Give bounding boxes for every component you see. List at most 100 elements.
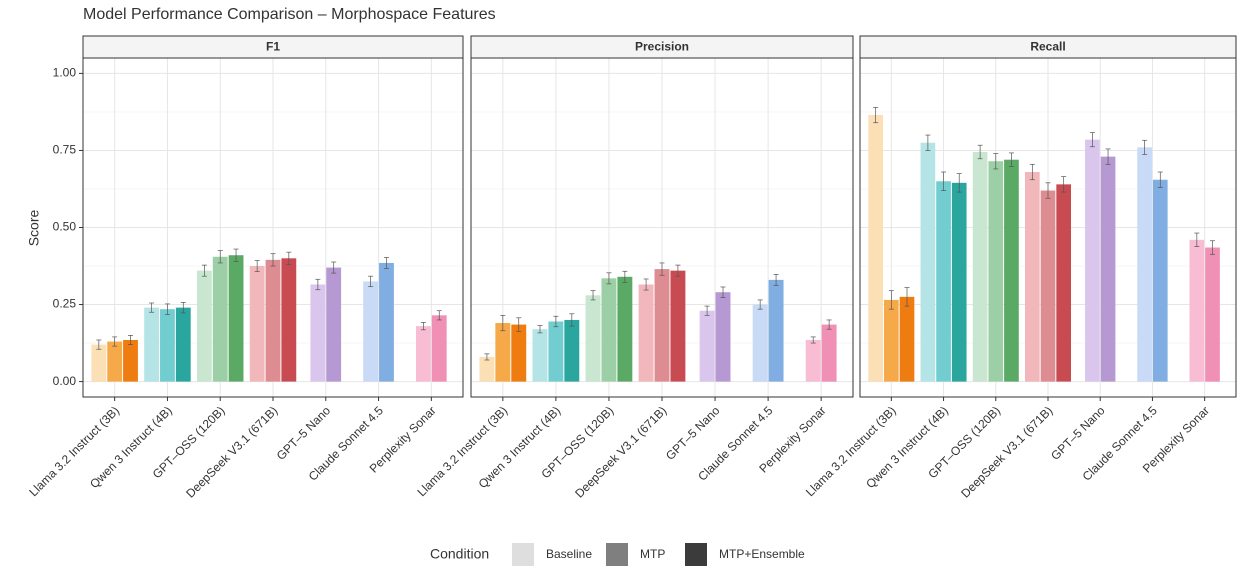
bar [884,299,899,382]
error-bar [112,336,118,347]
error-bar [1061,176,1067,193]
bar [532,329,548,382]
bar [379,262,394,382]
y-tick-label: 1.00 [53,66,77,80]
bar [212,256,228,382]
error-bar [149,302,155,313]
chart-title: Model Performance Comparison – Morphospa… [83,6,496,23]
error-bar [977,144,983,160]
y-axis-label: Score [26,210,42,247]
legend-label: MTP [640,547,665,561]
error-bar [757,299,763,310]
bar [363,281,379,382]
bar [160,309,175,382]
strip [82,35,464,59]
error-bar [773,273,779,286]
error-bar [436,310,442,321]
error-bar [941,171,947,191]
error-bar [537,325,543,334]
error-bar [516,317,522,332]
x-tick-label: DeepSeek V3.1 (671B) [183,403,280,500]
error-bar [180,302,186,314]
error-bar [888,290,894,310]
error-bar [1045,182,1051,199]
error-bar [622,270,628,283]
bar [196,270,212,382]
bar [548,321,564,382]
error-bar [315,278,321,291]
error-bar [993,153,999,170]
x-tick-label: Llama 3.2 Instruct (3B) [26,403,122,499]
bar [144,307,160,382]
x-tick-label: DeepSeek V3.1 (671B) [572,403,669,500]
x-tick-label: DeepSeek V3.1 (671B) [958,403,1055,500]
bar [899,296,915,382]
bar [699,310,715,382]
bar [431,315,447,382]
error-bar [233,248,239,262]
bar [972,151,988,382]
bar [249,266,265,382]
error-bar [484,353,490,361]
bar [585,295,601,382]
bar [281,258,297,382]
legend-label: MTP+Ensemble [719,547,805,561]
bar [988,161,1004,382]
error-bar [368,275,374,288]
error-bar [1029,163,1035,181]
strip-label: Precision [635,40,689,54]
bar [601,278,617,382]
bar [326,267,342,382]
bar [617,276,633,382]
error-bar [96,339,102,350]
bar [479,356,495,382]
error-bar [606,272,612,285]
error-bar [643,278,649,291]
error-bar [270,253,276,267]
error-bar [956,173,962,193]
bar [1137,147,1152,382]
error-bar [1008,152,1014,167]
bar [654,269,670,382]
bar [821,324,837,382]
error-bar [128,335,133,345]
error-bar [217,250,223,264]
bar [123,339,138,382]
error-bar [569,313,575,327]
y-tick-label: 0.50 [53,220,77,234]
bar [564,319,580,382]
bar [1085,139,1100,382]
bar [670,270,686,382]
bar [107,341,123,382]
bar [416,326,431,382]
bar [265,259,281,382]
x-tick-label: GPT–5 Nano [663,403,723,463]
y-tick-label: 0.00 [53,374,77,388]
error-bar [1142,139,1148,155]
error-bar [1194,232,1200,247]
y-tick-label: 0.75 [53,143,77,157]
bar [1004,159,1019,382]
legend-label: Baseline [546,547,592,561]
error-bar [925,134,931,151]
error-bar [826,319,832,330]
strip-label: F1 [266,40,280,54]
error-bar [659,262,665,276]
bar [868,115,883,382]
error-bar [904,287,910,307]
bar [1189,239,1205,382]
error-bar [675,264,681,277]
bar [511,324,527,382]
error-bar [553,315,559,328]
error-bar [810,336,816,344]
error-bar [331,261,337,274]
error-bar [873,106,879,124]
error-bar [286,251,292,265]
bar [715,292,731,382]
bar [805,339,821,382]
error-bar [383,257,389,269]
bar [1040,190,1056,382]
bar [936,181,951,382]
error-bar [201,264,207,277]
